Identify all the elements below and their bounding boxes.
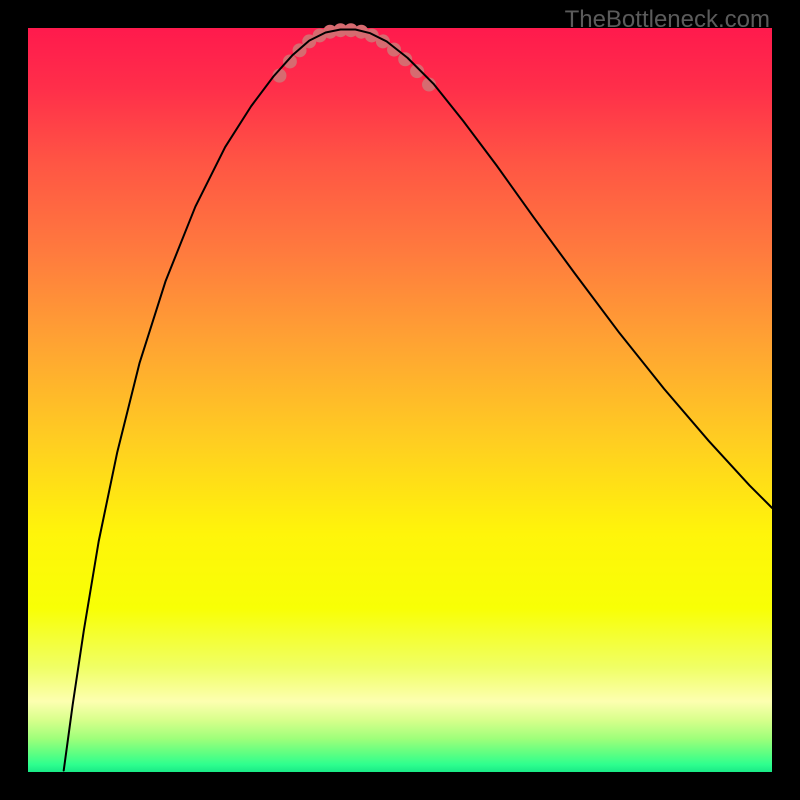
trail-dot <box>387 43 401 57</box>
watermark-text: TheBottleneck.com <box>565 6 770 34</box>
curve-layer <box>28 28 772 772</box>
v-curve <box>64 29 772 770</box>
chart-canvas: TheBottleneck.com <box>0 0 800 800</box>
plot-area <box>28 28 772 772</box>
dot-trail <box>272 23 436 91</box>
